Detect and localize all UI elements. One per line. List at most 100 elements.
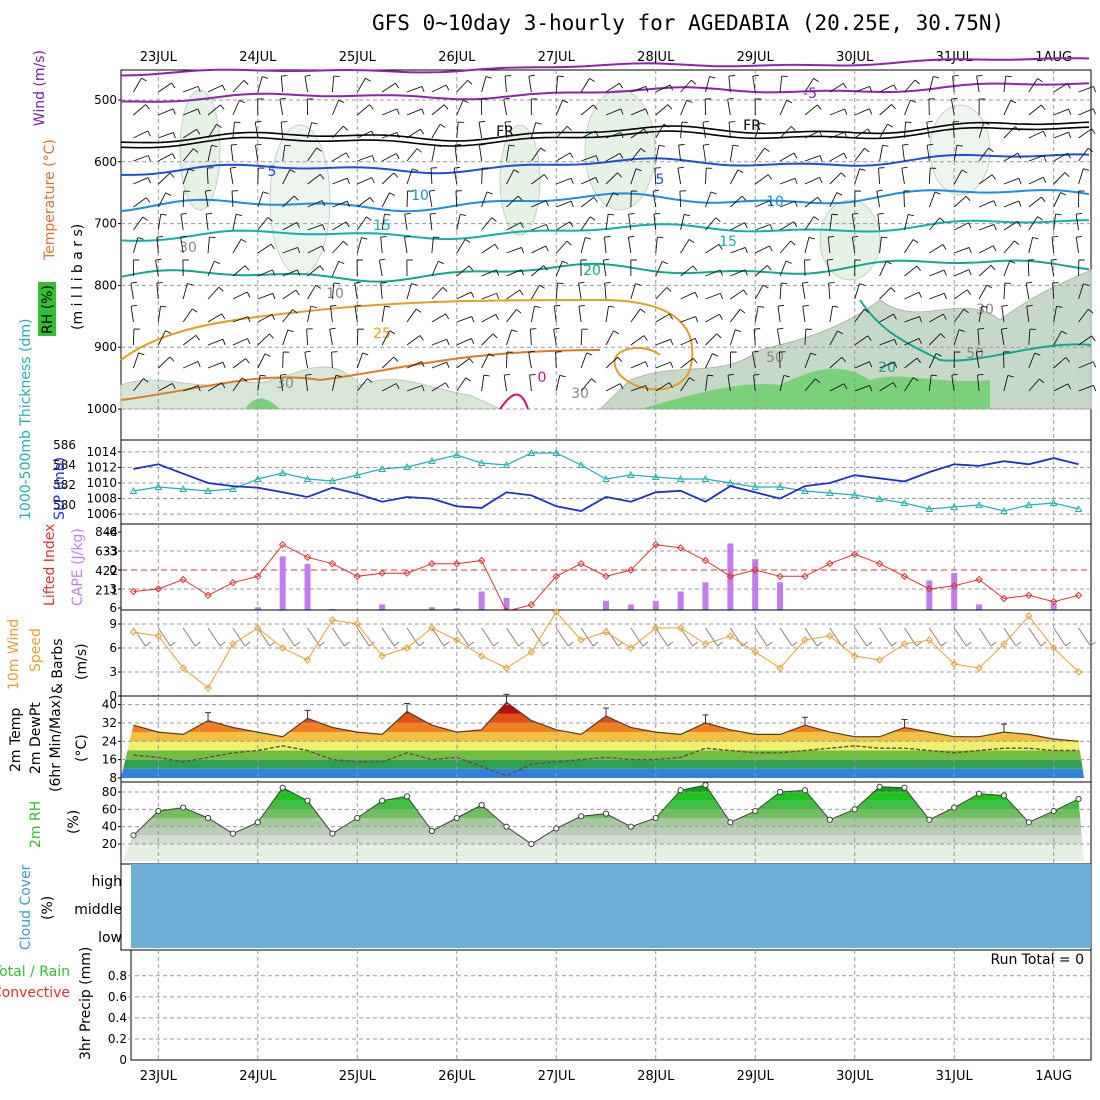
li-line-marker	[1025, 591, 1033, 600]
rh-line-marker	[777, 788, 784, 796]
barb-flag	[1009, 260, 1016, 264]
cape-bar	[702, 582, 709, 610]
barb	[854, 385, 870, 392]
barb	[1000, 329, 1005, 346]
barb-flag	[1064, 172, 1070, 178]
barb-flag	[570, 178, 574, 184]
barb-flag	[421, 385, 425, 392]
surface-barb-flag	[742, 641, 748, 647]
barb	[455, 190, 458, 208]
rh-line-marker	[627, 823, 634, 830]
barb-flag	[155, 258, 162, 261]
li-line-marker	[453, 559, 461, 568]
barb	[207, 338, 224, 346]
barb-flag	[169, 356, 175, 362]
barb-flag	[315, 284, 322, 289]
li-line-marker	[826, 559, 834, 568]
barb-flag	[817, 104, 822, 110]
barb	[331, 100, 340, 116]
barb	[655, 287, 668, 300]
surface-barb-flag	[766, 641, 773, 647]
barb-flag	[744, 269, 748, 276]
barb-flag	[993, 200, 997, 207]
barb	[953, 195, 967, 208]
barb-flag	[311, 122, 318, 125]
barb-flag	[330, 304, 337, 307]
barb-flag	[976, 350, 983, 353]
barb-flag	[836, 192, 843, 196]
barb	[183, 85, 199, 93]
surface-barb-flag	[841, 641, 848, 647]
barb-flag	[844, 108, 848, 115]
barb-flag	[886, 261, 892, 265]
barb	[802, 306, 806, 323]
barb-flag	[956, 144, 963, 147]
barb	[728, 122, 731, 139]
barb	[257, 191, 264, 208]
barb-flag	[138, 352, 145, 356]
barb-flag	[262, 191, 269, 195]
barb-flag	[790, 126, 796, 131]
barb-flag	[645, 108, 649, 115]
barb	[232, 80, 245, 93]
surface-barb-flag	[418, 641, 425, 647]
surface-barb	[1053, 627, 1067, 647]
surface-barb-flag	[1040, 641, 1047, 647]
barb-flag	[684, 213, 691, 217]
barb-flag	[554, 304, 561, 307]
barb	[904, 79, 916, 93]
barb	[752, 76, 756, 93]
barb	[182, 128, 197, 139]
barb	[282, 246, 298, 254]
barb	[157, 214, 162, 231]
barb-flag	[595, 155, 599, 162]
barb	[356, 216, 367, 231]
wind-speed-marker	[676, 624, 685, 632]
day-labels-top: 23JUL 24JUL 25JUL 26JUL 27JUL 28JUL 29JUL 30JUL…	[140, 50, 1072, 65]
contour-label: 5	[268, 164, 277, 180]
barb-flag	[813, 216, 820, 221]
temp-line	[133, 701, 1079, 742]
cape-bar	[627, 604, 634, 610]
day-label-bottom: 30JUL	[836, 1069, 874, 1084]
barb-flag	[793, 221, 798, 227]
barb	[280, 76, 284, 93]
barb	[680, 357, 694, 369]
rh-line-marker	[652, 814, 659, 822]
barb-flag	[172, 153, 176, 160]
barb-flag	[429, 189, 436, 192]
barb	[357, 155, 373, 162]
barb-flag	[197, 108, 201, 115]
barb	[580, 328, 583, 346]
surface-barb-flag	[866, 641, 872, 647]
rh-line-marker	[528, 840, 535, 848]
barb	[481, 269, 497, 277]
cape-bar	[379, 604, 386, 610]
barb	[628, 214, 632, 231]
barb-flag	[752, 74, 759, 77]
barb	[257, 217, 269, 231]
tick-label: 6	[109, 601, 117, 615]
barb	[1028, 176, 1044, 185]
barb	[158, 172, 171, 185]
dewpoint-line	[133, 745, 1079, 777]
rh-line-marker	[503, 823, 510, 830]
barb	[279, 99, 284, 116]
label-precip-b: Convective	[0, 985, 70, 1001]
surface-barb	[829, 627, 843, 647]
barb	[157, 306, 161, 323]
barb-flag	[310, 305, 317, 308]
barb	[331, 261, 340, 277]
barb-flag	[727, 97, 734, 100]
contour-20-low	[859, 299, 1092, 362]
day-label-bottom: 23JUL	[140, 1069, 178, 1084]
barb	[555, 375, 561, 392]
rh-region-moist	[245, 398, 280, 409]
barb	[431, 287, 444, 300]
barb	[630, 335, 645, 346]
barb	[380, 283, 383, 300]
barb	[331, 351, 333, 369]
tick-label: 900	[94, 340, 117, 354]
barb	[133, 77, 142, 93]
